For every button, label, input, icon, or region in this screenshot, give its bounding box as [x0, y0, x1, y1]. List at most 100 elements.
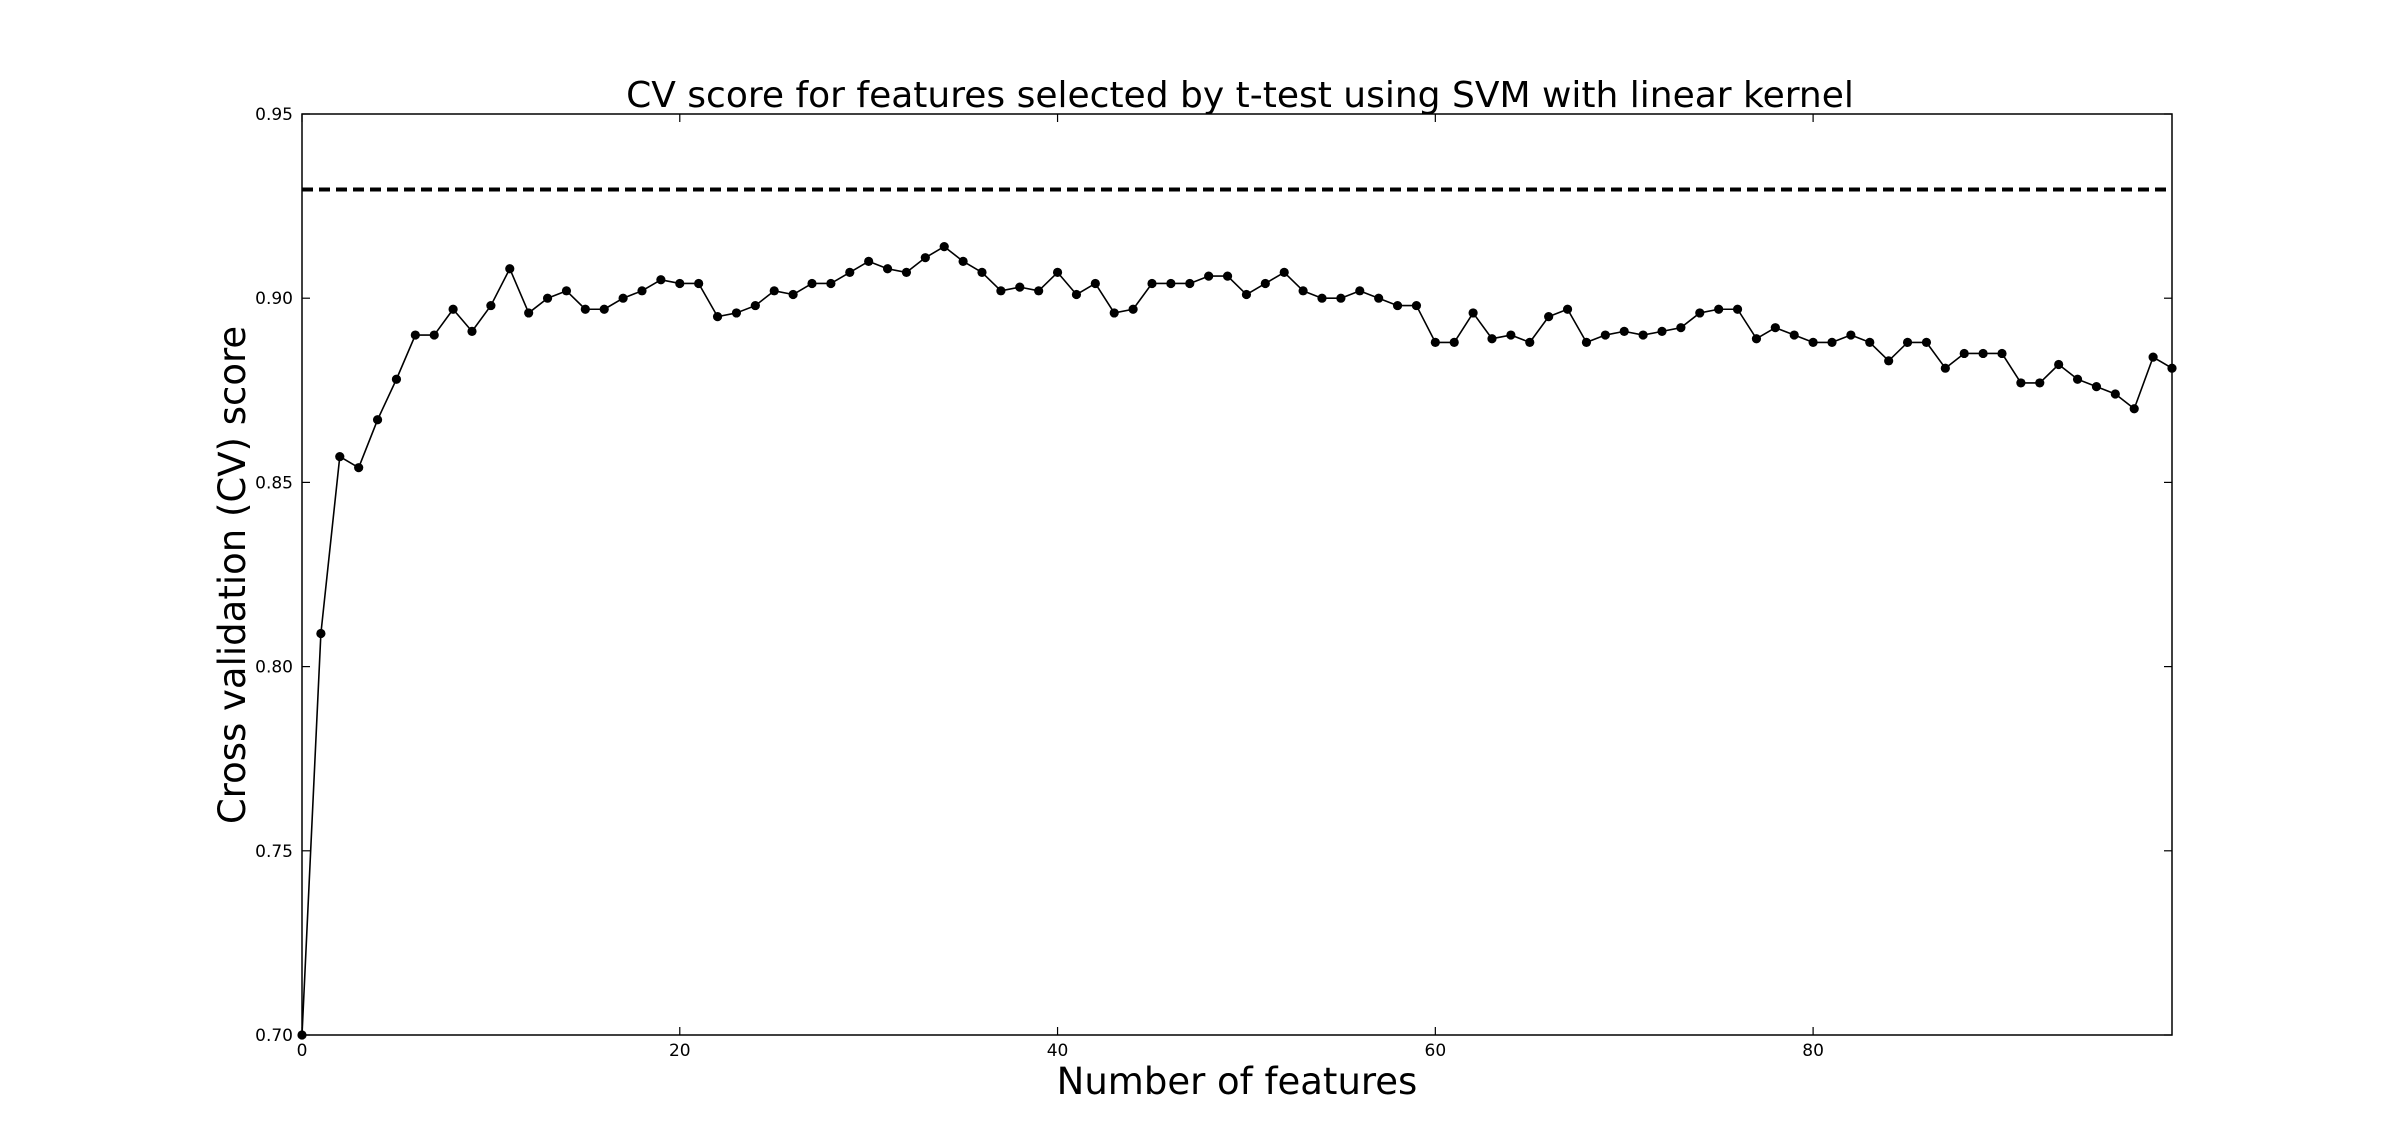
- data-point: [1355, 286, 1365, 296]
- data-point: [2110, 389, 2120, 399]
- data-point: [1260, 278, 1270, 289]
- y-axis-label: Cross validation (CV) score: [211, 326, 254, 824]
- x-tick-label: 80: [1802, 1041, 1824, 1061]
- data-point: [1147, 278, 1157, 289]
- data-point: [826, 278, 836, 289]
- data-point: [1506, 330, 1516, 340]
- data-point: [1185, 278, 1195, 289]
- data-point: [2129, 404, 2139, 414]
- data-point: [1921, 337, 1932, 348]
- data-point: [694, 278, 704, 289]
- data-point: [1770, 323, 1780, 333]
- y-tick-label: 0.80: [255, 658, 293, 678]
- data-point: [1411, 300, 1422, 311]
- data-point: [1336, 293, 1346, 303]
- x-tick-label: 0: [297, 1041, 308, 1061]
- data-point: [1562, 304, 1573, 314]
- data-point: [467, 326, 477, 336]
- data-point: [1997, 348, 2007, 359]
- data-point: [769, 286, 779, 296]
- data-point: [410, 330, 420, 340]
- data-point: [1940, 363, 1950, 373]
- x-tick-label: 40: [1047, 1041, 1069, 1061]
- data-point: [2054, 359, 2064, 370]
- data-point: [1279, 267, 1289, 278]
- data-point: [882, 264, 893, 274]
- x-tick-label: 20: [669, 1041, 691, 1061]
- data-point: [1241, 289, 1252, 300]
- data-point: [1638, 330, 1648, 340]
- data-point: [675, 278, 685, 289]
- data-point: [354, 463, 364, 473]
- data-point: [958, 256, 968, 266]
- data-point: [996, 286, 1006, 296]
- data-point: [448, 304, 458, 314]
- data-point: [1789, 330, 1799, 340]
- data-point: [731, 308, 742, 318]
- data-point: [1487, 334, 1497, 344]
- y-tick-label: 0.75: [255, 842, 293, 862]
- data-point: [656, 275, 666, 285]
- data-point: [1619, 326, 1629, 336]
- data-point: [1581, 337, 1592, 348]
- y-tick-label: 0.90: [255, 289, 293, 309]
- data-point: [901, 267, 912, 278]
- y-tick-label: 0.70: [255, 1026, 293, 1046]
- data-point: [1959, 348, 1969, 359]
- data-point: [1449, 337, 1459, 348]
- data-point: [750, 300, 760, 311]
- data-point: [1090, 278, 1100, 289]
- data-point: [542, 293, 553, 303]
- data-point: [712, 312, 723, 322]
- data-point: [1317, 293, 1327, 303]
- data-point: [1732, 304, 1743, 314]
- data-point: [429, 330, 439, 340]
- data-point: [1714, 304, 1724, 314]
- data-point: [505, 264, 515, 274]
- data-point: [1600, 330, 1610, 340]
- data-point: [1392, 300, 1403, 311]
- data-point: [1468, 308, 1478, 318]
- data-point: [1884, 356, 1894, 366]
- data-point: [2035, 378, 2045, 388]
- data-point: [1695, 308, 1705, 318]
- data-point: [864, 256, 874, 266]
- data-point: [1071, 289, 1082, 300]
- data-point: [1846, 330, 1856, 340]
- data-point: [372, 415, 383, 425]
- data-point: [1827, 337, 1837, 348]
- data-point: [637, 286, 647, 296]
- data-point: [486, 300, 496, 311]
- data-point: [524, 308, 534, 318]
- series-line: [301, 245, 2173, 1036]
- data-point: [2016, 378, 2026, 388]
- data-point: [2072, 374, 2083, 384]
- data-point: [1808, 337, 1818, 348]
- y-tick-label: 0.95: [255, 105, 293, 125]
- data-point: [1052, 267, 1063, 278]
- chart-title: CV score for features selected by t-test…: [626, 75, 1854, 116]
- x-axis-label: Number of features: [1057, 1060, 1418, 1103]
- y-tick-label: 0.85: [255, 473, 293, 493]
- data-point: [1865, 337, 1875, 348]
- plot-area-frame: [301, 113, 2173, 1036]
- data-point: [599, 304, 609, 314]
- data-point: [1204, 271, 1214, 281]
- data-point: [788, 289, 798, 300]
- data-point: [939, 242, 949, 252]
- data-point: [1430, 337, 1440, 348]
- data-point: [1166, 278, 1176, 289]
- data-point: [920, 253, 930, 263]
- data-point: [1109, 308, 1119, 318]
- data-point: [1015, 282, 1025, 292]
- x-tick-label: 60: [1425, 1041, 1447, 1061]
- data-point: [316, 628, 326, 639]
- data-point: [1525, 337, 1535, 348]
- data-point: [1298, 286, 1308, 296]
- data-point: [391, 374, 402, 384]
- data-point: [335, 452, 345, 462]
- data-point: [1128, 304, 1138, 314]
